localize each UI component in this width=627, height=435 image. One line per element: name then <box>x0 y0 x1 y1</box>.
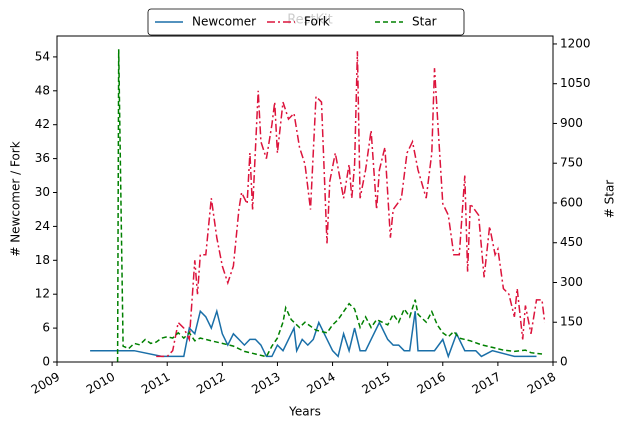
legend-label: Star <box>412 15 437 29</box>
x-axis-label: Years <box>288 405 321 419</box>
x-tick-label: 2011 <box>139 370 172 397</box>
x-tick-label: 2012 <box>194 370 227 397</box>
legend-box <box>147 8 465 36</box>
series-line <box>90 308 537 359</box>
y-tick-label: 48 <box>35 83 50 97</box>
y2-tick-label: 900 <box>560 116 583 130</box>
y2-tick-label: 1200 <box>560 36 591 50</box>
y-tick-label: 36 <box>35 151 50 165</box>
x-tick-label: 2017 <box>470 370 503 397</box>
series-line <box>156 51 546 358</box>
y2-tick-label: 1050 <box>560 76 591 90</box>
y2-tick-label: 750 <box>560 156 583 170</box>
legend: Newcomer Fork Star <box>147 8 465 36</box>
legend-label: Fork <box>304 15 330 29</box>
x-tick-label: 2009 <box>29 370 62 397</box>
legend-label: Newcomer <box>192 15 256 29</box>
y2-tick-label: 450 <box>560 235 583 249</box>
y-tick-label: 0 <box>42 355 50 369</box>
plot-area <box>90 49 546 363</box>
y-tick-label: 54 <box>35 49 50 63</box>
x-tick-label: 2016 <box>415 370 448 397</box>
series-line <box>116 49 543 363</box>
y2-tick-label: 600 <box>560 195 583 209</box>
y-tick-label: 12 <box>35 287 50 301</box>
y2-axis-label: # Star <box>603 180 617 219</box>
y-tick-label: 30 <box>35 185 50 199</box>
y2-tick-label: 0 <box>560 355 568 369</box>
y-tick-label: 24 <box>35 219 50 233</box>
y-tick-label: 18 <box>35 253 50 267</box>
y2-tick-label: 150 <box>560 315 583 329</box>
x-tick-label: 2013 <box>249 370 282 397</box>
x-tick-label: 2014 <box>304 370 337 397</box>
x-tick-label: 2010 <box>84 370 117 397</box>
y2-tick-label: 300 <box>560 275 583 289</box>
y-tick-label: 42 <box>35 117 50 131</box>
x-tick-label: 2018 <box>525 370 558 397</box>
plot-frame <box>56 35 554 363</box>
y-tick-label: 6 <box>42 321 50 335</box>
y-axis-label: # Newcomer / Fork <box>9 141 23 256</box>
x-tick-label: 2015 <box>359 370 392 397</box>
